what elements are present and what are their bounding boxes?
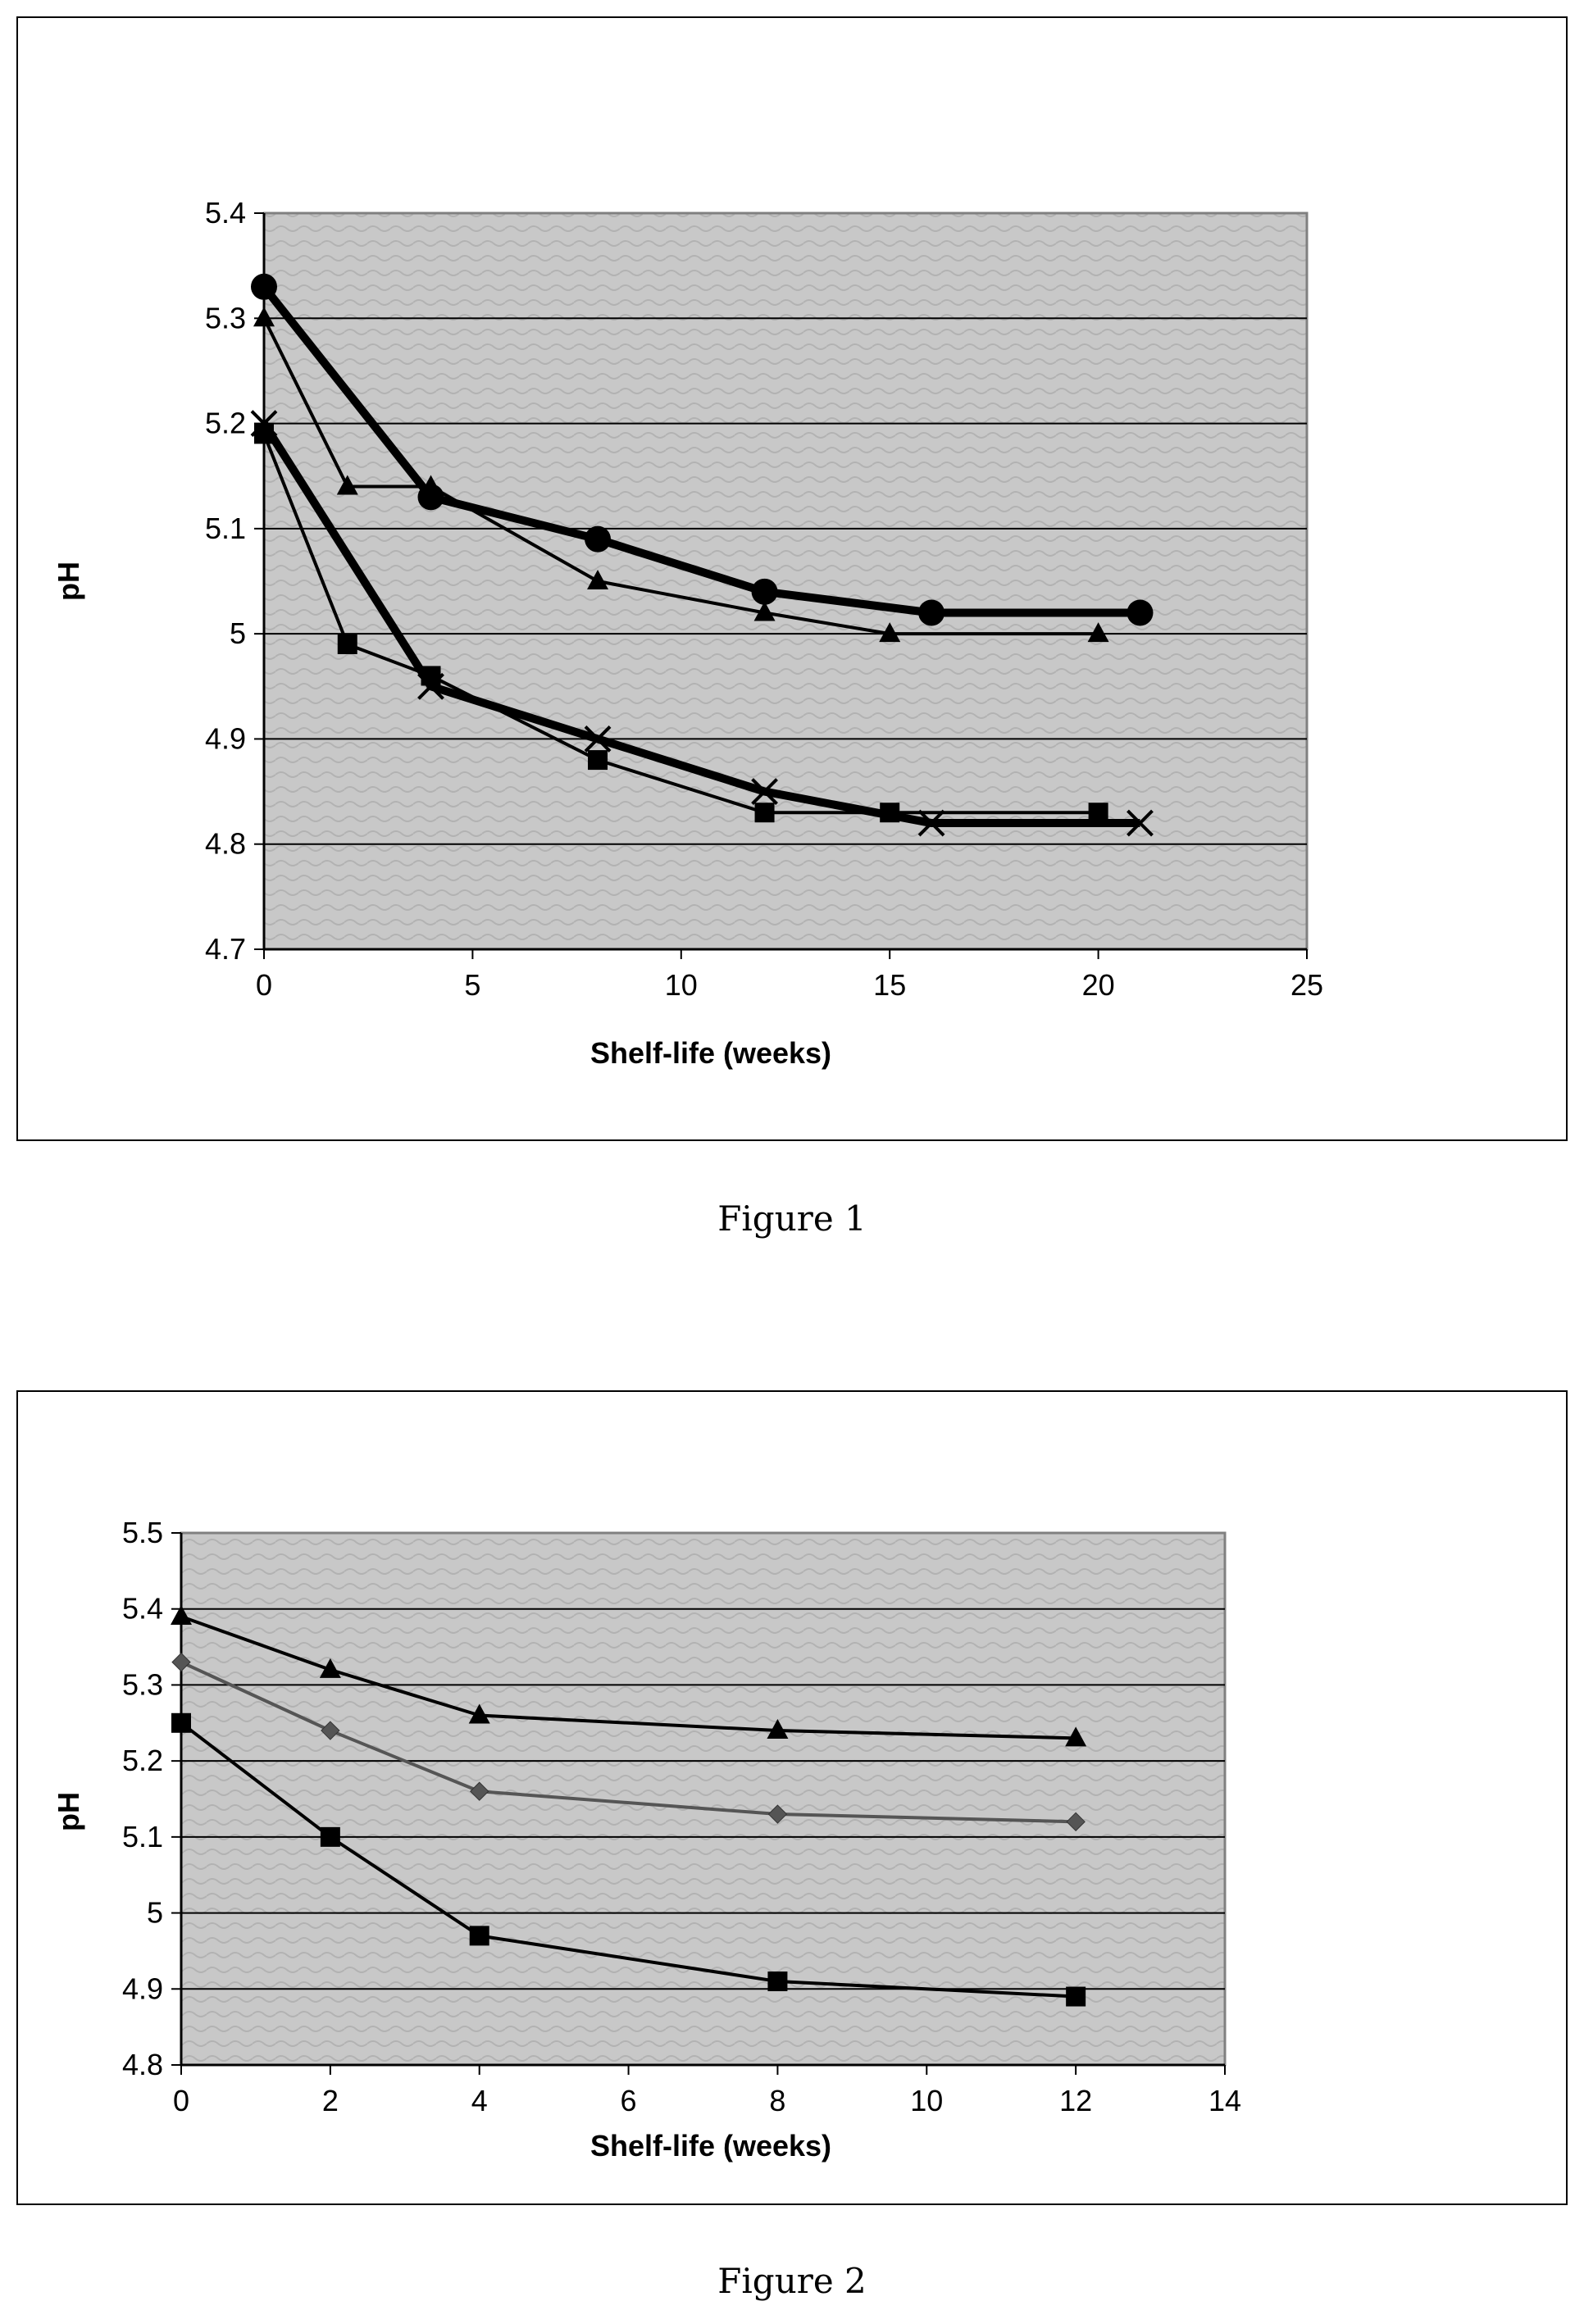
data-point bbox=[1127, 809, 1154, 837]
data-point bbox=[918, 599, 945, 626]
x-tick-label: 8 bbox=[769, 2084, 785, 2117]
data-point bbox=[468, 1703, 490, 1724]
y-tick-label: 5.1 bbox=[205, 512, 246, 545]
data-point bbox=[171, 1652, 191, 1672]
y-tick-label: 5.2 bbox=[205, 407, 246, 440]
plot-area bbox=[262, 211, 1309, 951]
series-4 bbox=[254, 424, 1108, 823]
x-tick-label: 0 bbox=[256, 968, 272, 1002]
x-tick-label: 5 bbox=[464, 968, 480, 1002]
x-tick-label: 4 bbox=[471, 2084, 488, 2117]
y-tick-label: 4.7 bbox=[205, 932, 246, 966]
y-tick-label: 4.9 bbox=[122, 1972, 163, 2005]
data-point bbox=[767, 1804, 788, 1824]
chart-1: 4.7 4.8 4.9 5 5.1 5.2 5.3 5.4 0 5 10 15 20 25 Shelf-li… bbox=[52, 196, 1323, 1070]
data-point bbox=[1087, 622, 1109, 643]
series-3 bbox=[250, 410, 1154, 837]
figure-1-caption: Figure 1 bbox=[717, 1198, 867, 1239]
x-axis-label: Shelf-life (weeks) bbox=[590, 1036, 831, 1070]
data-point bbox=[1127, 599, 1154, 626]
data-point bbox=[767, 1972, 788, 1992]
y-tick-label: 4.8 bbox=[205, 827, 246, 861]
series-line bbox=[261, 284, 1140, 617]
data-point bbox=[337, 634, 357, 654]
data-point bbox=[880, 803, 900, 823]
data-point bbox=[754, 803, 775, 823]
data-point bbox=[321, 1721, 340, 1740]
y-tick-label: 5.5 bbox=[122, 1516, 163, 1549]
plot-area bbox=[180, 1531, 1227, 2067]
figure-2-caption: Figure 2 bbox=[717, 2261, 867, 2301]
x-tick-label: 20 bbox=[1082, 968, 1115, 1002]
x-tick-label: 15 bbox=[873, 968, 906, 1002]
x-tick-label: 2 bbox=[322, 2084, 339, 2117]
chart-2: 4.8 4.9 5 5.1 5.2 5.3 5.4 5.5 0 2 4 6 8 10 12 14 Shelf-l… bbox=[52, 1516, 1241, 2163]
series-3 bbox=[171, 1712, 1086, 2007]
data-point bbox=[470, 1781, 489, 1801]
data-point bbox=[584, 725, 612, 753]
data-point bbox=[171, 1712, 191, 1733]
y-axis-label: pH bbox=[52, 562, 85, 601]
x-tick-label: 25 bbox=[1290, 968, 1323, 1002]
x-tick-label: 12 bbox=[1059, 2084, 1092, 2117]
data-point bbox=[336, 475, 358, 495]
x-axis-label: Shelf-life (weeks) bbox=[590, 2129, 831, 2163]
data-point bbox=[421, 666, 441, 686]
x-tick-label: 10 bbox=[665, 968, 698, 1002]
y-tick-label: 4.8 bbox=[122, 2048, 163, 2081]
y-tick-label: 5.3 bbox=[122, 1667, 163, 1701]
data-point bbox=[751, 578, 778, 605]
data-point bbox=[753, 601, 776, 621]
data-point bbox=[587, 570, 609, 589]
data-point bbox=[1065, 1726, 1087, 1747]
data-point bbox=[171, 1604, 192, 1625]
y-tick-label: 5 bbox=[147, 1896, 163, 1930]
x-tick-label: 0 bbox=[173, 2084, 189, 2117]
data-point bbox=[585, 525, 612, 553]
data-point bbox=[751, 778, 778, 805]
data-point bbox=[253, 307, 275, 327]
x-tick-label: 10 bbox=[910, 2084, 943, 2117]
data-point bbox=[420, 475, 442, 495]
y-tick-label: 4.9 bbox=[205, 721, 246, 755]
series-1 bbox=[251, 273, 1154, 626]
series-1 bbox=[171, 1604, 1087, 1747]
data-point bbox=[917, 809, 945, 837]
x-tick-label: 6 bbox=[621, 2084, 637, 2117]
data-point bbox=[254, 424, 274, 444]
data-point bbox=[320, 1826, 340, 1847]
y-tick-label: 5.4 bbox=[122, 1592, 163, 1626]
x-tick-label: 14 bbox=[1208, 2084, 1241, 2117]
y-tick-label: 5.3 bbox=[205, 301, 246, 334]
y-tick-label: 5 bbox=[230, 616, 246, 650]
data-point bbox=[1088, 803, 1108, 823]
y-tick-label: 5.2 bbox=[122, 1744, 163, 1777]
data-point bbox=[767, 1719, 789, 1740]
data-point bbox=[879, 622, 901, 643]
data-point bbox=[1066, 1986, 1086, 2007]
series-2 bbox=[171, 1652, 1086, 1832]
data-point bbox=[588, 750, 608, 771]
data-point bbox=[251, 273, 277, 300]
y-tick-label: 5.4 bbox=[205, 196, 246, 230]
data-point bbox=[1066, 1812, 1086, 1832]
data-point bbox=[469, 1926, 489, 1946]
data-point bbox=[319, 1658, 341, 1678]
series-line bbox=[260, 421, 1140, 828]
y-axis-label: pH bbox=[52, 1792, 85, 1831]
y-tick-label: 5.1 bbox=[122, 1820, 163, 1853]
series-2 bbox=[253, 307, 1109, 643]
